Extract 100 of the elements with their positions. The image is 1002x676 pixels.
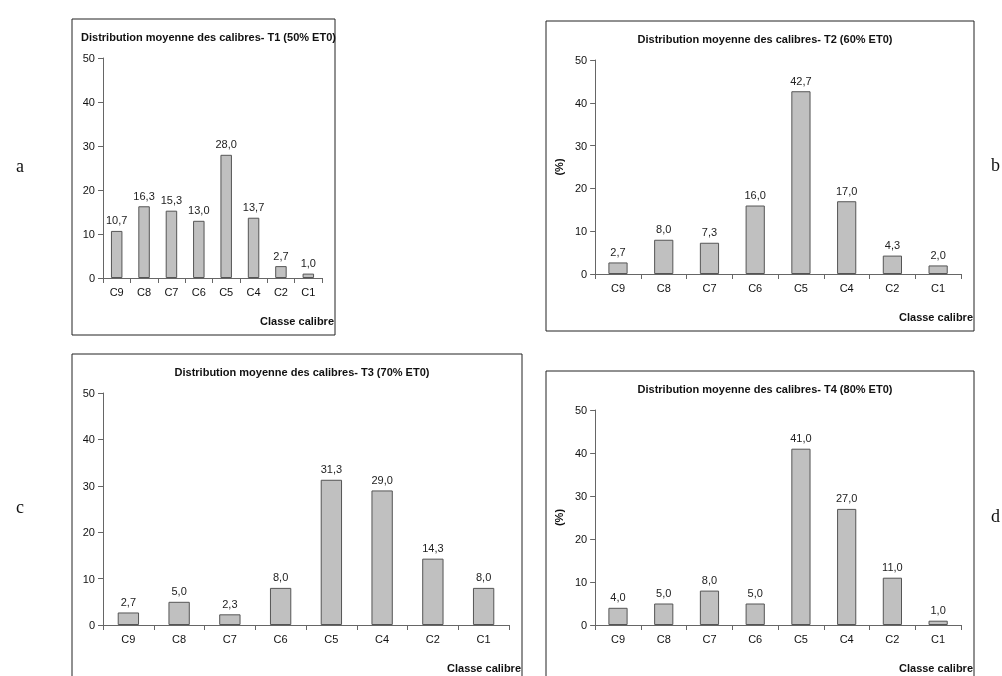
data-label: 16,3 bbox=[133, 189, 155, 202]
bar bbox=[110, 230, 123, 278]
data-label: 5,0 bbox=[171, 585, 187, 598]
data-label: 5,0 bbox=[656, 587, 672, 599]
bar bbox=[654, 603, 674, 625]
x-tick-label: C9 bbox=[109, 285, 124, 298]
data-label: 28,0 bbox=[215, 138, 237, 151]
chart-title: Distribution moyenne des calibres- T4 (80% ET0) bbox=[637, 382, 893, 395]
x-axis-title: Classe calibre bbox=[899, 310, 974, 323]
bar bbox=[928, 265, 948, 274]
x-tick-label: C4 bbox=[246, 285, 261, 298]
y-tick-label: 0 bbox=[88, 619, 95, 631]
y-tick-label: 50 bbox=[82, 52, 95, 64]
bar bbox=[193, 220, 205, 278]
x-tick-label: C9 bbox=[610, 281, 626, 294]
x-tick-label: C4 bbox=[375, 632, 390, 645]
x-tick-label: C2 bbox=[273, 285, 288, 298]
bar bbox=[269, 587, 292, 625]
y-tick-label: 50 bbox=[574, 404, 588, 416]
bar bbox=[745, 205, 765, 274]
x-tick-label: C1 bbox=[931, 632, 946, 645]
x-axis-title: Classe calibre bbox=[260, 314, 335, 327]
data-label: 7,3 bbox=[701, 226, 718, 239]
y-tick-label: 10 bbox=[82, 572, 95, 585]
x-tick-label: C9 bbox=[610, 632, 626, 645]
data-label: 2,7 bbox=[120, 595, 137, 608]
bar bbox=[837, 508, 857, 625]
y-tick-label: 30 bbox=[82, 479, 95, 492]
x-tick-label: C5 bbox=[324, 632, 339, 645]
x-tick-label: C2 bbox=[885, 632, 900, 645]
y-axis-title: (%) bbox=[552, 158, 565, 176]
x-tick-label: C4 bbox=[839, 281, 854, 294]
y-tick-label: 50 bbox=[574, 54, 588, 66]
text: a bbox=[16, 156, 24, 176]
y-tick-label: 10 bbox=[574, 576, 588, 588]
bar bbox=[275, 266, 287, 278]
bar bbox=[219, 614, 241, 625]
data-label: 2,7 bbox=[273, 249, 289, 262]
bar bbox=[699, 590, 720, 625]
y-tick-label: 20 bbox=[82, 526, 95, 539]
bar bbox=[220, 154, 232, 278]
data-label: 4,3 bbox=[884, 239, 901, 252]
y-tick-label: 40 bbox=[574, 447, 588, 459]
x-tick-label: C1 bbox=[301, 285, 316, 298]
data-label: 8,0 bbox=[656, 223, 672, 236]
y-tick-label: 50 bbox=[82, 387, 95, 399]
data-label: 2,0 bbox=[930, 248, 946, 261]
text: d bbox=[991, 505, 1000, 526]
bar bbox=[117, 612, 140, 625]
chart-title: Distribution moyenne des calibres- T2 (60% ET0) bbox=[637, 32, 893, 45]
text: b bbox=[991, 155, 1000, 175]
x-tick-label: C7 bbox=[164, 285, 179, 298]
y-axis-title: (%) bbox=[552, 508, 565, 527]
bar bbox=[168, 601, 190, 625]
bar bbox=[422, 558, 444, 625]
data-label: 1,0 bbox=[300, 257, 316, 270]
x-tick-label: C8 bbox=[137, 285, 152, 298]
x-tick-label: C4 bbox=[839, 632, 854, 645]
x-tick-label: C1 bbox=[931, 281, 946, 294]
x-tick-label: C5 bbox=[793, 281, 808, 294]
data-label: 11,0 bbox=[882, 561, 903, 574]
data-label: 29,0 bbox=[371, 473, 393, 486]
x-tick-label: C7 bbox=[702, 281, 717, 294]
data-label: 27,0 bbox=[835, 492, 858, 505]
x-tick-label: C7 bbox=[702, 632, 717, 645]
x-tick-label: C8 bbox=[656, 281, 671, 294]
y-tick-label: 0 bbox=[581, 619, 588, 631]
y-tick-label: 0 bbox=[88, 272, 95, 284]
bar bbox=[699, 242, 720, 274]
x-tick-label: C8 bbox=[656, 632, 671, 645]
data-label: 5,0 bbox=[747, 587, 763, 599]
x-tick-label: C5 bbox=[219, 285, 234, 298]
x-tick-label: C7 bbox=[222, 632, 237, 645]
data-label: 42,7 bbox=[790, 74, 812, 87]
x-axis-title: Classe calibre bbox=[447, 661, 522, 674]
x-tick-label: C1 bbox=[476, 632, 491, 645]
data-label: 15,3 bbox=[160, 194, 183, 207]
data-label: 2,7 bbox=[610, 245, 626, 258]
y-tick-label: 30 bbox=[82, 140, 95, 152]
bar bbox=[928, 620, 948, 625]
data-label: 13,7 bbox=[242, 201, 265, 214]
text: c bbox=[16, 497, 24, 517]
bar bbox=[371, 490, 393, 625]
bar bbox=[837, 201, 857, 274]
data-label: 4,0 bbox=[610, 591, 626, 604]
chart-title: Distribution moyenne des calibres- T3 (70% ET0) bbox=[174, 365, 430, 378]
y-tick-label: 40 bbox=[574, 96, 588, 109]
x-tick-label: C8 bbox=[172, 632, 187, 645]
y-tick-label: 20 bbox=[574, 182, 588, 195]
chart-title: Distribution moyenne des calibres- T1 (50% ET0) bbox=[81, 30, 337, 43]
y-tick-label: 20 bbox=[574, 533, 588, 545]
bar bbox=[320, 479, 343, 625]
bar bbox=[165, 210, 178, 278]
x-axis-title: Classe calibre bbox=[899, 661, 974, 674]
bar bbox=[745, 603, 765, 625]
x-tick-label: C6 bbox=[748, 281, 763, 294]
bar bbox=[247, 217, 260, 278]
bar bbox=[791, 91, 811, 274]
y-tick-label: 0 bbox=[581, 268, 588, 280]
bar bbox=[472, 587, 495, 625]
